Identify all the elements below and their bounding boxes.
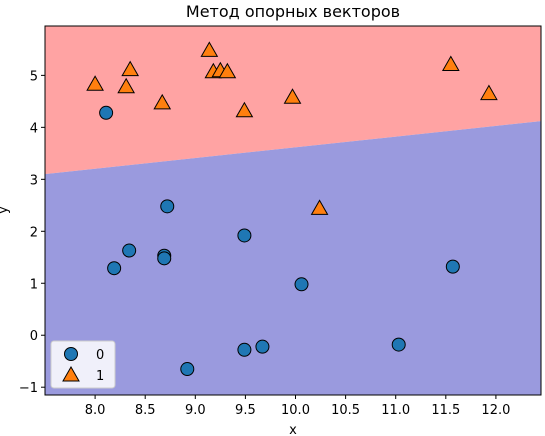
y-tick-label-6: 5 [30, 69, 38, 84]
point-series-1-8 [235, 101, 254, 118]
point-series-1-11 [480, 84, 498, 101]
plot-area [44, 25, 542, 396]
point-series-0-5 [107, 261, 122, 276]
x-axis-label: x [289, 423, 297, 436]
region-class-0 [45, 121, 541, 395]
x-tick-label-1: 8.5 [135, 403, 156, 418]
legend-label-1: 1 [96, 369, 104, 384]
point-series-1-1 [121, 60, 140, 77]
point-series-1-2 [117, 77, 136, 94]
point-series-0-0 [99, 105, 114, 120]
y-tick-label-0: −1 [19, 381, 38, 396]
y-tick-label-2: 1 [30, 277, 38, 292]
legend-box [50, 340, 116, 389]
x-tick-label-0: 8.0 [85, 403, 106, 418]
x-tick-label-6: 11.0 [381, 403, 410, 418]
point-series-0-7 [294, 277, 309, 292]
point-series-1-3 [153, 93, 172, 110]
chart-title: Метод опорных векторов [186, 2, 400, 21]
point-series-1-4 [200, 41, 219, 57]
point-series-0-9 [255, 339, 270, 354]
x-tick-label-2: 9.0 [185, 403, 206, 418]
x-tick-label-8: 12.0 [481, 403, 510, 418]
point-series-0-2 [122, 243, 137, 258]
point-series-1-10 [441, 55, 460, 71]
legend-marker-0 [64, 347, 78, 361]
x-tick-label-3: 9.5 [235, 403, 256, 418]
legend-label-0: 0 [96, 348, 104, 363]
y-tick-label-1: 0 [30, 329, 38, 344]
y-tick-label-5: 4 [30, 121, 38, 136]
y-tick-label-4: 3 [30, 173, 38, 188]
y-tick-label-3: 2 [30, 225, 38, 240]
point-series-1-7 [218, 62, 237, 79]
decision-regions [45, 26, 541, 395]
point-series-0-12 [391, 337, 406, 352]
point-series-1-12 [310, 199, 329, 215]
point-series-0-6 [237, 228, 252, 243]
point-series-0-4 [157, 251, 172, 266]
plot-frame [44, 25, 542, 396]
data-points [86, 41, 498, 377]
point-series-1-9 [283, 88, 302, 104]
x-tick-label-4: 10.0 [281, 403, 310, 418]
legend: 01 [50, 340, 116, 389]
point-series-0-1 [160, 199, 175, 214]
point-series-0-11 [180, 362, 195, 377]
legend-marker-1 [62, 365, 80, 382]
point-series-0-10 [237, 342, 252, 357]
point-series-1-0 [86, 75, 104, 91]
y-axis-label: y [0, 206, 11, 214]
y-axis: −1 0 1 2 3 4 5 [19, 69, 45, 396]
point-series-0-8 [445, 259, 460, 274]
x-tick-label-7: 11.5 [431, 403, 460, 418]
x-axis: 8.0 8.5 9.0 9.5 10.0 10.5 11.0 11.5 12.0 [85, 395, 510, 418]
x-tick-label-5: 10.5 [331, 403, 360, 418]
